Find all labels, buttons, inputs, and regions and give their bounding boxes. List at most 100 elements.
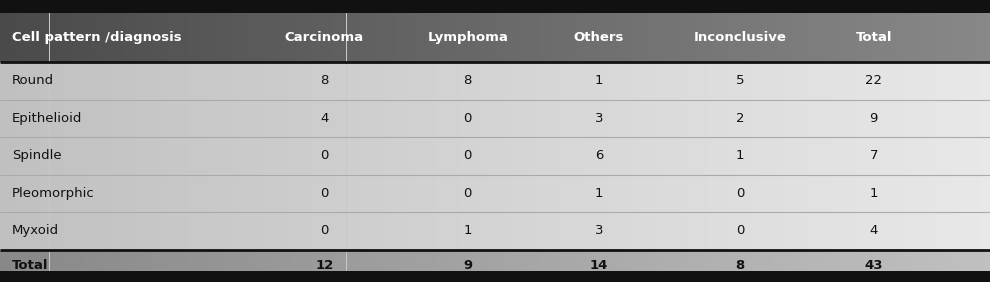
Bar xyxy=(99,250,104,282)
Bar xyxy=(901,250,906,282)
Bar xyxy=(757,62,762,250)
Text: Myxoid: Myxoid xyxy=(12,224,59,237)
Bar xyxy=(84,13,89,62)
Bar xyxy=(153,62,158,250)
Text: Pleomorphic: Pleomorphic xyxy=(12,187,95,200)
Bar xyxy=(931,13,936,62)
Bar xyxy=(762,62,767,250)
Bar xyxy=(752,13,757,62)
Bar xyxy=(535,250,540,282)
Bar xyxy=(322,250,327,282)
Bar xyxy=(129,250,134,282)
Bar xyxy=(25,13,30,62)
Bar xyxy=(589,13,594,62)
Bar xyxy=(747,13,752,62)
Bar xyxy=(421,62,426,250)
Bar xyxy=(525,13,530,62)
Bar xyxy=(203,250,208,282)
Bar xyxy=(406,250,411,282)
Bar xyxy=(782,13,787,62)
Bar xyxy=(218,62,223,250)
Bar xyxy=(203,13,208,62)
Bar xyxy=(134,13,139,62)
Bar xyxy=(25,62,30,250)
Bar xyxy=(436,250,441,282)
Bar xyxy=(272,250,277,282)
Bar xyxy=(629,250,634,282)
Bar xyxy=(520,13,525,62)
Bar xyxy=(213,250,218,282)
Text: 0: 0 xyxy=(320,187,329,200)
Bar xyxy=(40,13,45,62)
Bar xyxy=(233,250,238,282)
Bar xyxy=(540,250,545,282)
Bar xyxy=(549,13,554,62)
Bar xyxy=(292,13,297,62)
Bar xyxy=(609,13,614,62)
Bar xyxy=(742,62,747,250)
Text: 8: 8 xyxy=(320,74,329,87)
Bar xyxy=(144,250,148,282)
Bar xyxy=(540,62,545,250)
Bar xyxy=(5,62,10,250)
Bar xyxy=(218,250,223,282)
Bar xyxy=(109,62,114,250)
Bar xyxy=(455,250,460,282)
Bar xyxy=(45,62,50,250)
Bar xyxy=(663,13,668,62)
Bar xyxy=(50,13,54,62)
Bar xyxy=(931,62,936,250)
Bar xyxy=(312,13,317,62)
Bar xyxy=(480,62,485,250)
Text: 2: 2 xyxy=(736,112,744,125)
Text: 7: 7 xyxy=(869,149,878,162)
Bar xyxy=(40,62,45,250)
Bar xyxy=(94,13,99,62)
Bar xyxy=(832,13,837,62)
Bar xyxy=(812,250,817,282)
Bar xyxy=(401,250,406,282)
Bar xyxy=(30,13,35,62)
Bar xyxy=(178,13,183,62)
Bar xyxy=(381,13,386,62)
Bar xyxy=(713,250,718,282)
Text: 8: 8 xyxy=(463,74,472,87)
Bar xyxy=(495,13,500,62)
Bar xyxy=(292,250,297,282)
Bar xyxy=(822,250,827,282)
Bar xyxy=(30,62,35,250)
Bar xyxy=(208,250,213,282)
Bar xyxy=(188,62,193,250)
Bar xyxy=(673,13,678,62)
Text: 0: 0 xyxy=(463,149,472,162)
Text: 1: 1 xyxy=(736,149,744,162)
Bar xyxy=(356,62,361,250)
Bar xyxy=(564,13,569,62)
Bar xyxy=(658,62,663,250)
Bar xyxy=(832,62,837,250)
Bar xyxy=(480,250,485,282)
Bar xyxy=(322,62,327,250)
Bar xyxy=(20,62,25,250)
Bar xyxy=(678,250,683,282)
Bar xyxy=(15,250,20,282)
Text: 3: 3 xyxy=(595,112,603,125)
Bar xyxy=(188,13,193,62)
Bar xyxy=(500,62,505,250)
Bar xyxy=(411,62,416,250)
Bar xyxy=(391,250,396,282)
Bar xyxy=(842,13,846,62)
Bar xyxy=(846,13,851,62)
Bar xyxy=(460,250,465,282)
Bar xyxy=(446,62,450,250)
Bar xyxy=(346,250,351,282)
Bar xyxy=(272,62,277,250)
Bar xyxy=(777,13,782,62)
Text: Epithelioid: Epithelioid xyxy=(12,112,82,125)
Bar xyxy=(158,62,163,250)
Bar xyxy=(728,62,733,250)
Bar xyxy=(460,13,465,62)
Bar xyxy=(569,13,574,62)
Bar xyxy=(257,250,262,282)
Bar xyxy=(752,62,757,250)
